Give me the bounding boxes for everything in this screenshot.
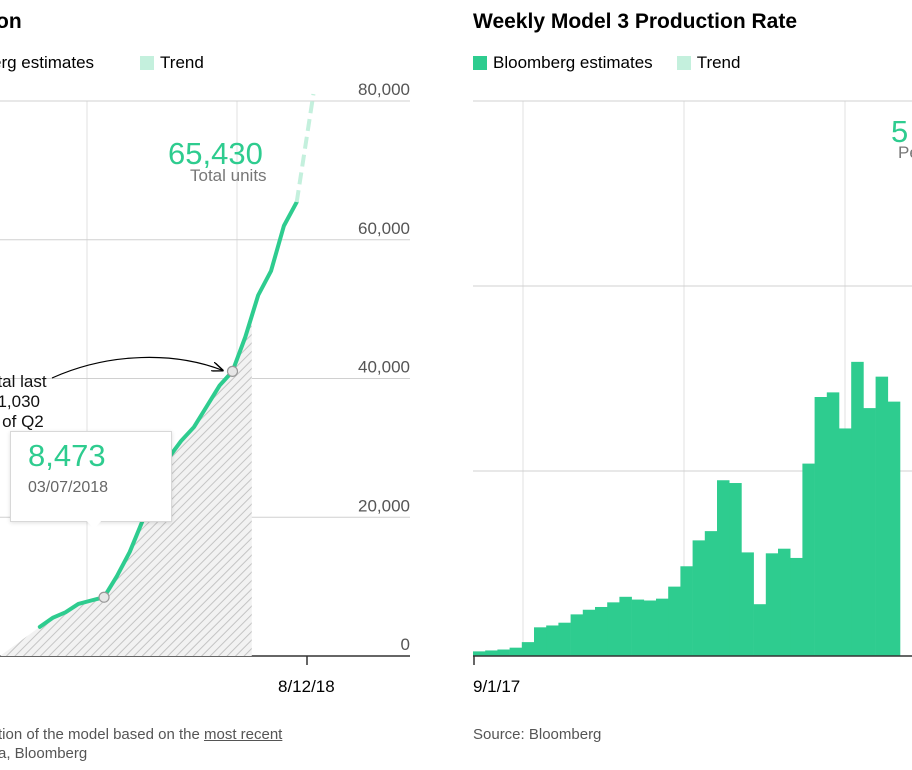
y-tick-label: 20,000 [358, 496, 410, 515]
peak-rate-value: 5 [891, 114, 909, 149]
legend-label-estimates: Bloomberg estimates [493, 53, 653, 72]
bar [753, 604, 767, 656]
bar [765, 553, 779, 656]
bar [656, 598, 669, 656]
tooltip-pointer [85, 519, 103, 529]
bar [643, 600, 657, 656]
bar [473, 651, 486, 656]
y-tick-label: 40,000 [358, 358, 410, 377]
line-chart-svg: 0 20,000 40,000 60,000 80,000 8/12/18 [0, 80, 410, 696]
legend-item-estimates: erg estimates [0, 53, 94, 73]
legend-swatch-trend [140, 56, 155, 70]
bar [692, 540, 706, 656]
bar [534, 627, 547, 656]
y-tick-label: 0 [401, 635, 410, 654]
most-recent-link[interactable]: most recent [203, 726, 283, 743]
bar [814, 397, 828, 656]
source-note: Source: Bloomberg [473, 726, 602, 743]
q2-callout: otal last 41,030 d of Q2 [0, 372, 47, 432]
bar [631, 599, 645, 656]
tooltip-date: 03/07/2018 [28, 479, 109, 496]
legend: Bloomberg estimates Trend [473, 53, 764, 73]
bar [680, 566, 693, 656]
bar [668, 586, 681, 656]
callout-arrow [51, 356, 222, 379]
data-tooltip: 8,473 03/07/2018 [10, 431, 172, 529]
bar [607, 602, 620, 656]
bar [851, 361, 864, 656]
bar [778, 548, 791, 656]
bar [521, 642, 535, 656]
cumulative-production-chart: on erg estimates Trend 0 20,000 40,000 60,0… [0, 0, 440, 770]
bar [485, 650, 498, 656]
series-line-trend [294, 93, 316, 203]
bar [619, 596, 632, 656]
weekly-production-rate-chart: Weekly Model 3 Production Rate Bloomberg… [473, 0, 912, 770]
bar [839, 428, 852, 656]
bar [717, 480, 730, 656]
source-text-1: tion of the model based on the [0, 726, 204, 743]
callout-line-2: 41,030 [0, 392, 40, 411]
x-tick-label: 9/1/17 [473, 677, 520, 696]
legend: erg estimates Trend [0, 53, 228, 73]
legend-swatch-trend [676, 56, 691, 70]
bar [582, 609, 596, 656]
bar [887, 401, 901, 656]
x-tick-label: 8/12/18 [278, 677, 335, 696]
total-units-value: 65,430 [168, 136, 263, 171]
highlight-point [226, 365, 239, 377]
bar-chart-svg: 9/1/17 [473, 100, 912, 696]
peak-rate-label: Pe [898, 143, 912, 162]
bar [546, 625, 559, 656]
legend-swatch-estimates [473, 56, 487, 70]
bar [741, 552, 754, 656]
legend-item-trend: Trend [676, 53, 741, 73]
y-tick-label: 60,000 [358, 219, 410, 238]
callout-line-3: d of Q2 [0, 412, 44, 431]
bar [826, 392, 840, 656]
source-note: tion of the model based on the most rece… [0, 725, 282, 763]
bar [802, 463, 815, 656]
tooltip-value: 8,473 [28, 438, 106, 473]
legend-label-estimates: erg estimates [0, 53, 95, 72]
legend-item-trend: Trend [140, 53, 204, 73]
bar [497, 649, 510, 656]
bar [704, 531, 718, 656]
highlight-point [98, 591, 110, 603]
total-units-label: Total units [190, 166, 267, 185]
legend-label-trend: Trend [160, 53, 204, 72]
legend-item-estimates: Bloomberg estimates [473, 53, 653, 73]
chart-title: Weekly Model 3 Production Rate [473, 10, 798, 33]
bar [509, 647, 523, 656]
y-tick-label: 80,000 [358, 80, 410, 99]
callout-line-1: otal last [0, 372, 47, 391]
bar [570, 614, 584, 656]
bar [595, 606, 608, 656]
bar [729, 483, 742, 656]
legend-label-trend: Trend [696, 53, 741, 72]
hatched-area [0, 316, 252, 656]
chart-title: on [0, 10, 22, 33]
bar [558, 622, 571, 656]
bar [863, 408, 876, 656]
bar [790, 557, 803, 656]
bar [875, 376, 889, 656]
source-text-2: a, Bloomberg [0, 745, 88, 762]
